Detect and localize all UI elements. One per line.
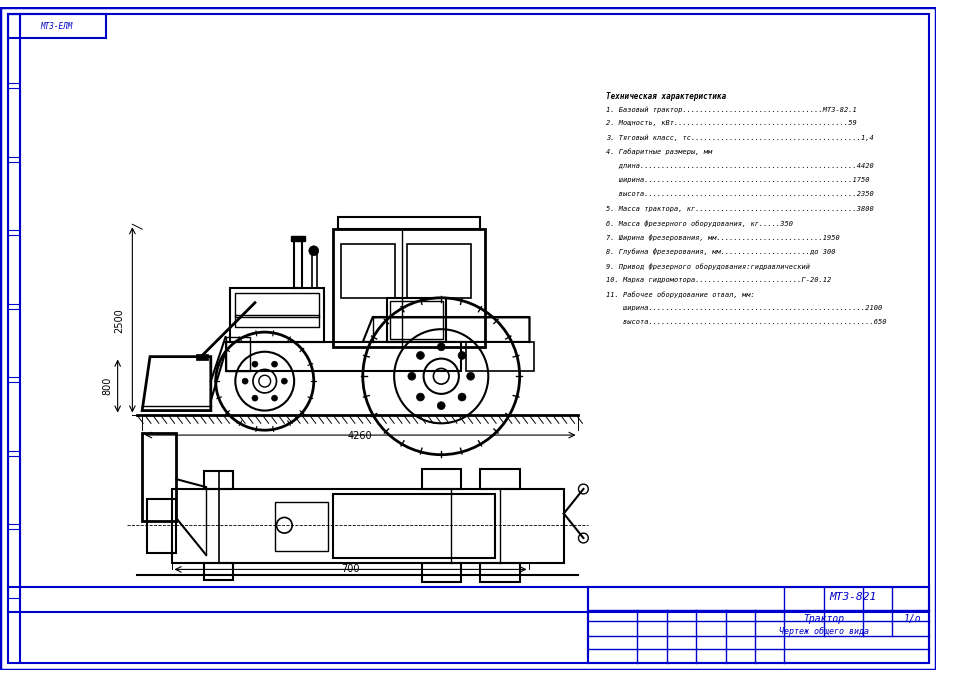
Bar: [333, 494, 495, 558]
Circle shape: [416, 351, 424, 359]
Text: 1/о: 1/о: [903, 615, 921, 624]
Text: 11. Рабочее оборудование отвал, мм:: 11. Рабочее оборудование отвал, мм:: [606, 291, 754, 297]
Text: 3. Тяговый класс, тс........................................1,4: 3. Тяговый класс, тс....................…: [606, 135, 874, 141]
Circle shape: [252, 395, 258, 401]
Text: 8. Глубина фрезерования, мм.....................до 300: 8. Глубина фрезерования, мм.............…: [606, 248, 836, 255]
Text: 4260: 4260: [348, 431, 372, 441]
Text: МТЗ-ЕЛМ: МТЗ-ЕЛМ: [41, 22, 73, 30]
Text: длина...................................................4420: длина...................................…: [606, 163, 874, 169]
Bar: [338, 217, 480, 230]
Bar: [8, 235, 20, 304]
Bar: [8, 162, 20, 230]
Bar: [8, 14, 106, 38]
Bar: [480, 469, 520, 489]
Text: Чертеж общего вида: Чертеж общего вида: [778, 627, 869, 636]
Text: 700: 700: [341, 565, 359, 574]
Bar: [291, 236, 305, 241]
Text: Трактор: Трактор: [803, 615, 844, 624]
Text: МТЗ-821: МТЗ-821: [829, 592, 877, 602]
Circle shape: [252, 362, 258, 367]
Bar: [147, 499, 177, 552]
Text: 9. Привод фрезерного оборудования:гидравлический: 9. Привод фрезерного оборудования:гидрав…: [606, 263, 810, 269]
Text: 6. Масса фрезерного оборудования, кг.....350: 6. Масса фрезерного оборудования, кг....…: [606, 220, 793, 227]
Bar: [421, 563, 461, 582]
Bar: [333, 230, 485, 347]
Bar: [294, 239, 302, 288]
Bar: [8, 88, 20, 156]
Bar: [391, 301, 443, 339]
Text: высота..................................................2350: высота..................................…: [606, 192, 874, 198]
Bar: [8, 456, 20, 524]
Circle shape: [458, 393, 466, 401]
Text: 800: 800: [103, 377, 113, 395]
Text: Техническая характеристика: Техническая характеристика: [606, 92, 726, 101]
Bar: [274, 502, 329, 551]
Text: 5. Масса трактора, кг......................................3800: 5. Масса трактора, кг...................…: [606, 206, 874, 212]
Bar: [8, 529, 20, 598]
Text: высота.....................................................650: высота..................................…: [606, 320, 886, 326]
Text: 4. Габаритные размеры, мм: 4. Габаритные размеры, мм: [606, 149, 712, 155]
Bar: [8, 382, 20, 451]
Circle shape: [271, 362, 278, 367]
Bar: [225, 337, 250, 372]
Circle shape: [308, 246, 319, 256]
Bar: [196, 353, 208, 359]
Text: 1. Базовый трактор.................................МТЗ-82.1: 1. Базовый трактор......................…: [606, 106, 857, 112]
Circle shape: [437, 401, 445, 410]
Circle shape: [467, 372, 475, 380]
Bar: [407, 244, 471, 298]
Circle shape: [282, 378, 287, 384]
Bar: [235, 315, 319, 327]
Bar: [588, 587, 928, 663]
Text: 7. Ширина фрезерования, мм.........................1950: 7. Ширина фрезерования, мм..............…: [606, 234, 839, 241]
Bar: [235, 293, 319, 318]
Bar: [204, 471, 233, 489]
Text: 10. Марка гидромотора.........................Г-20.12: 10. Марка гидромотора...................…: [606, 277, 831, 283]
Bar: [8, 14, 20, 83]
Text: 2. Мощность, кВт.........................................59: 2. Мощность, кВт........................…: [606, 121, 857, 127]
Text: 2500: 2500: [115, 308, 124, 332]
Circle shape: [437, 343, 445, 351]
Circle shape: [271, 395, 278, 401]
Bar: [225, 342, 461, 372]
Bar: [142, 433, 177, 521]
Bar: [8, 309, 20, 377]
Bar: [480, 563, 520, 582]
Bar: [204, 563, 233, 580]
Circle shape: [408, 372, 415, 380]
Text: ширина.................................................1750: ширина..................................…: [606, 177, 869, 183]
Circle shape: [416, 393, 424, 401]
Bar: [388, 298, 446, 342]
Bar: [466, 342, 535, 372]
Bar: [311, 254, 317, 288]
Circle shape: [458, 351, 466, 359]
Bar: [172, 489, 563, 563]
Bar: [341, 244, 395, 298]
Text: ширина...................................................2100: ширина..................................…: [606, 305, 882, 311]
Circle shape: [243, 378, 248, 384]
Bar: [421, 469, 461, 489]
